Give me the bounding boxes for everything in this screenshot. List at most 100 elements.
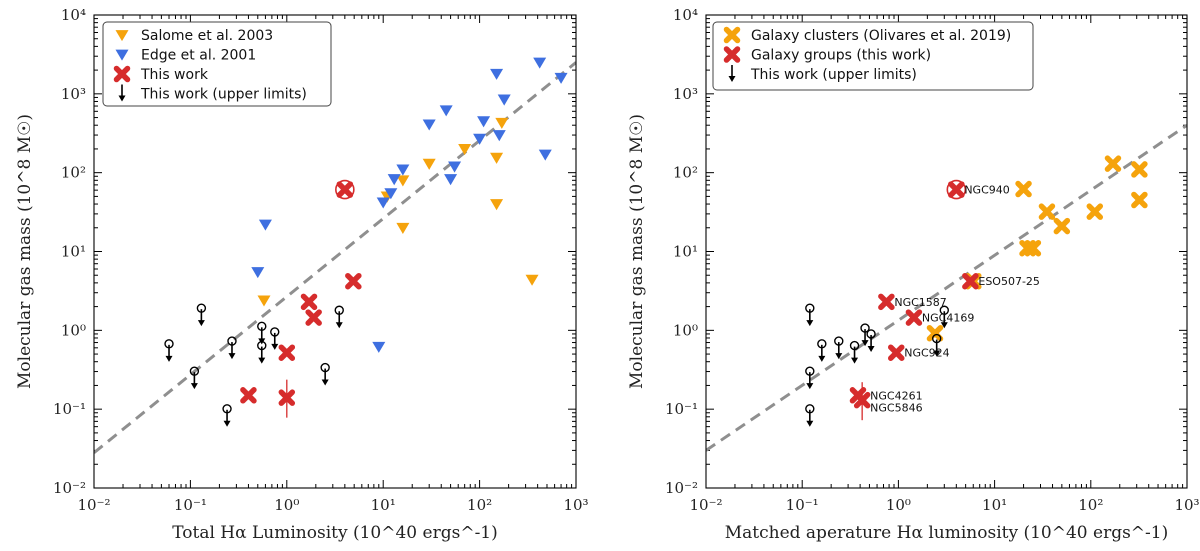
series: [926, 155, 1148, 342]
cross-point: [278, 344, 296, 361]
cross-point: [962, 272, 979, 290]
cross-point: [336, 181, 354, 198]
upper-limit-point: [940, 311, 948, 329]
y-tick-label: 10³: [61, 85, 86, 103]
y-tick-label: 10⁻¹: [53, 400, 86, 418]
triangle-point: [533, 57, 547, 69]
cross-point: [1131, 161, 1148, 178]
cross-point: [1024, 239, 1042, 257]
upper-limit-point: [835, 342, 843, 360]
x-tick-label: 10⁰: [274, 496, 299, 514]
cross-point: [345, 272, 362, 290]
y-tick-label: 10²: [673, 164, 698, 182]
upper-limit-point: [271, 332, 279, 350]
triangle-point: [477, 116, 491, 128]
upper-limit-point: [818, 344, 826, 362]
legend-marker: [115, 30, 129, 42]
triangle-point: [490, 199, 504, 211]
legend: Salome et al. 2003 Edge et al. 2001 This w…: [102, 21, 332, 107]
x-tick-label: 10³: [1174, 496, 1199, 514]
cross-point: [300, 293, 318, 311]
triangle-point: [372, 341, 386, 353]
x-tick-label: 10²: [467, 496, 492, 514]
triangle-point: [422, 158, 436, 170]
x-tick-label: 10⁻¹: [174, 496, 207, 514]
fit-line: [706, 123, 1187, 452]
x-tick-label: 10⁻²: [77, 496, 110, 514]
x-tick-label: 10⁰: [886, 496, 911, 514]
triangle-point: [396, 222, 410, 234]
y-tick-label: 10⁻²: [53, 479, 86, 497]
legend-marker: [728, 65, 736, 82]
legend-marker: [118, 84, 126, 102]
y-tick-label: 10⁰: [673, 321, 698, 339]
point-annotation: NGC4261: [870, 389, 922, 402]
cross-point: [1086, 203, 1104, 220]
x-axis-label: Matched aperature Hα luminosity (10^40 e…: [725, 523, 1169, 543]
triangle-point: [490, 152, 504, 164]
y-tick-label: 10³: [673, 85, 698, 103]
series: [805, 303, 949, 427]
triangle-point: [251, 267, 265, 279]
legend-marker: [723, 46, 741, 63]
triangle-point: [396, 164, 410, 176]
legend-box: [712, 21, 1034, 91]
triangle-point: [473, 133, 487, 145]
triangle-point: [258, 219, 272, 231]
cross-point: [926, 324, 944, 342]
plot-frame: [705, 14, 1188, 489]
cross-point: [1038, 203, 1056, 220]
triangle-point: [525, 274, 539, 286]
upper-limit-point: [228, 342, 236, 360]
series: [257, 117, 539, 307]
legend-marker: [723, 26, 741, 44]
cross-point: [1104, 155, 1122, 172]
legend-label: Edge et al. 2001: [141, 48, 256, 64]
cross-point: [878, 293, 895, 311]
plot-area: [94, 57, 576, 454]
y-tick-label: 10⁻¹: [665, 400, 698, 418]
series: [164, 303, 344, 427]
fit-line: [94, 61, 576, 454]
point-annotation: NGC940: [964, 184, 1009, 197]
triangle-point: [458, 144, 472, 156]
triangle-point: [554, 72, 568, 84]
upper-limit-point: [321, 368, 329, 386]
triangle-point: [448, 161, 462, 173]
legend-box: [102, 21, 332, 107]
upper-limit-point: [223, 409, 231, 427]
point-annotation: NGC1587: [894, 296, 946, 309]
series: [240, 181, 362, 406]
y-tick-label: 10¹: [61, 243, 86, 261]
legend-marker: [113, 65, 131, 83]
point-annotation: ESO507-25: [978, 275, 1040, 288]
triangle-point: [444, 174, 458, 186]
triangle-point: [439, 105, 453, 117]
upper-limit-point: [851, 346, 859, 364]
x-tick-label: 10³: [563, 496, 588, 514]
axis-ticks: [93, 15, 576, 489]
right-panel: 10⁻² 10⁻¹ 10⁰ 10¹ 10² 10³ 10⁻² 10⁻¹ 10⁰ 10¹ 10² 10³…: [627, 6, 1200, 543]
x-tick-label: 10¹: [982, 496, 1007, 514]
triangle-point: [492, 130, 506, 142]
highlight-ring: [335, 179, 355, 200]
y-tick-label: 10²: [61, 164, 86, 182]
cross-point: [240, 387, 257, 404]
legend-label: This work (upper limits): [140, 87, 307, 103]
cross-point: [948, 181, 965, 198]
series: [849, 181, 979, 409]
triangle-point: [396, 175, 410, 187]
upper-limit-point: [806, 309, 814, 327]
upper-limit-point: [258, 327, 266, 345]
point-annotation: NGC5846: [870, 401, 922, 414]
legend-label: Galaxy clusters (Olivares et al. 2019): [751, 28, 1011, 44]
x-tick-label: 10⁻²: [689, 496, 722, 514]
cross-point: [888, 344, 905, 361]
y-axis-label: Molecular gas mass (10^8 M☉): [15, 114, 35, 389]
x-tick-label: 10¹: [371, 496, 396, 514]
triangle-point: [422, 119, 436, 131]
y-tick-label: 10⁰: [61, 321, 86, 339]
upper-limit-point: [165, 344, 173, 362]
cross-point: [1015, 180, 1032, 198]
